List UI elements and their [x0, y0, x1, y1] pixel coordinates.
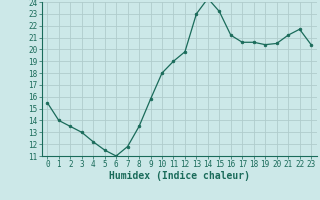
- X-axis label: Humidex (Indice chaleur): Humidex (Indice chaleur): [109, 171, 250, 181]
